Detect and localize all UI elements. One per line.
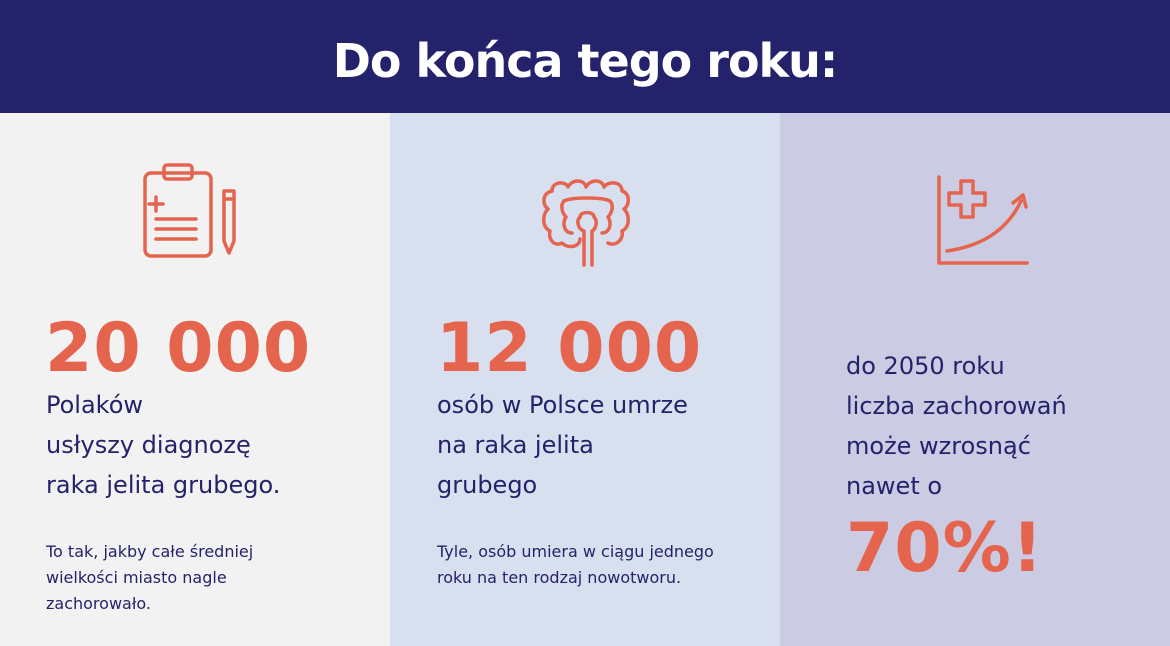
- stat-description-line: osób w Polsce umrze: [437, 391, 688, 419]
- stat-column-deaths: 12 000 osób w Polsce umrze na raka jelit…: [390, 113, 780, 646]
- stat-description-line: może wzrosnąć: [846, 432, 1031, 460]
- stat-description-line: usłyszy diagnozę: [46, 431, 251, 459]
- stat-description-line: Polaków: [46, 391, 144, 419]
- stat-column-diagnoses: 20 000 Polaków usłyszy diagnozę raka jel…: [0, 113, 390, 646]
- stat-description: Polaków usłyszy diagnozę raka jelita gru…: [46, 385, 280, 505]
- stat-note-line: wielkości miasto nagle: [46, 568, 227, 587]
- stat-note: To tak, jakby całe średniej wielkości mi…: [46, 539, 253, 617]
- stat-description-line: raka jelita grubego.: [46, 471, 281, 499]
- stat-note-line: roku na ten rodzaj nowotworu.: [437, 568, 682, 587]
- stat-description-line: na raka jelita: [437, 431, 594, 459]
- stat-description-line: grubego: [437, 471, 538, 499]
- page-title: Do końca tego roku:: [332, 33, 839, 88]
- stat-note: Tyle, osób umiera w ciągu jednego roku n…: [437, 539, 714, 591]
- stat-description-line: nawet o: [846, 472, 943, 500]
- stat-note-line: zachorowało.: [46, 594, 151, 613]
- stat-description: osób w Polsce umrze na raka jelita grube…: [437, 385, 688, 505]
- intestine-icon: [538, 177, 634, 267]
- stat-number: 20 000: [45, 309, 312, 388]
- stat-note-line: To tak, jakby całe średniej: [46, 542, 254, 561]
- stat-description: do 2050 roku liczba zachorowań może wzro…: [846, 346, 1067, 506]
- stat-note-line: Tyle, osób umiera w ciągu jednego: [437, 542, 714, 561]
- header-banner: Do końca tego roku:: [0, 0, 1170, 113]
- growth-chart-plus-icon: [935, 175, 1031, 267]
- stat-description-line: liczba zachorowań: [846, 392, 1067, 420]
- clipboard-pencil-icon: [142, 163, 242, 261]
- stat-description-line: do 2050 roku: [846, 352, 1005, 380]
- stat-column-growth: do 2050 roku liczba zachorowań może wzro…: [780, 113, 1170, 646]
- stat-number: 12 000: [436, 309, 703, 388]
- stat-number: 70%!: [846, 509, 1044, 588]
